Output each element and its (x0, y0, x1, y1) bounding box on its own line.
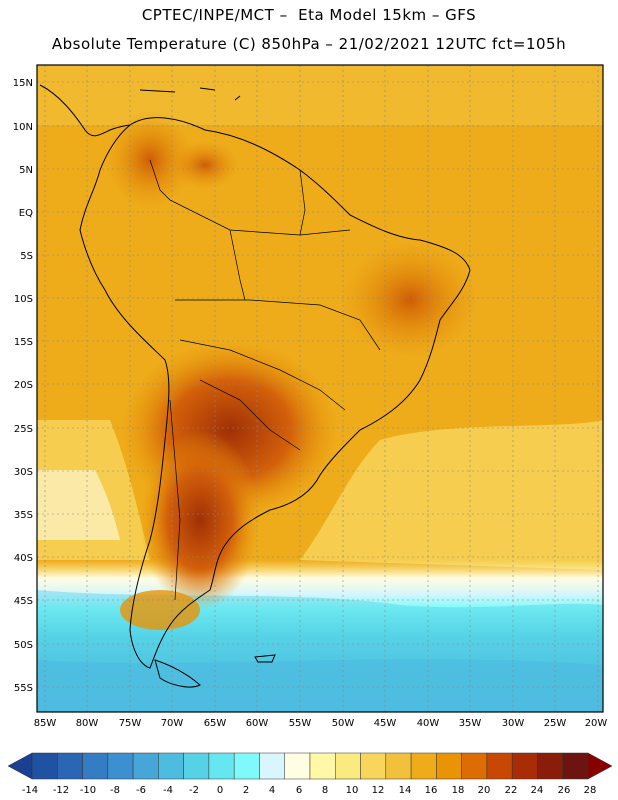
colorbar-swatch (486, 752, 513, 780)
colorbar-swatch (309, 752, 336, 780)
lon-label: 25W (544, 718, 567, 729)
colorbar-label: 2 (243, 785, 249, 796)
colorbar-label: 16 (425, 785, 438, 796)
colorbar-swatch (461, 752, 488, 780)
colorbar-swatch (537, 752, 563, 780)
lat-label: 35S (14, 510, 33, 521)
caribbean-islands (139, 87, 241, 101)
colorbar-under-triangle (7, 752, 33, 780)
lon-label: 85W (34, 718, 57, 729)
colorbar-swatch (132, 752, 159, 780)
longitude-axis: 85W 80W 75W 70W 65W 60W 55W 50W 45W 40W … (34, 718, 608, 729)
latitude-axis: 15N 10N 5N EQ 5S 10S 15S 20S 25S 30S 35S… (13, 78, 33, 694)
country-borders (149, 159, 381, 601)
colorbar-label: -14 (22, 785, 38, 796)
colorbar-swatches (7, 752, 613, 780)
lat-label: 20S (14, 380, 33, 391)
lat-label: 5S (20, 251, 33, 262)
colorbar-swatch (183, 752, 210, 780)
colorbar-label: 0 (217, 785, 223, 796)
colorbar-label: 24 (531, 785, 544, 796)
lon-label: 75W (119, 718, 142, 729)
lat-label: 55S (14, 683, 33, 694)
lon-label: 30W (502, 718, 525, 729)
lon-label: 80W (76, 718, 99, 729)
colorbar-label: -12 (53, 785, 69, 796)
graticule (37, 65, 603, 712)
colorbar-swatch (511, 752, 538, 780)
colorbar-over-triangle (587, 752, 613, 780)
lat-label: 40S (14, 553, 33, 564)
colorbar-label: 14 (399, 785, 412, 796)
colorbar-swatch (436, 752, 462, 780)
colorbar-swatch (335, 752, 361, 780)
lat-label: EQ (19, 208, 33, 219)
lon-label: 35W (459, 718, 482, 729)
lon-label: 20W (585, 718, 608, 729)
colorbar-swatch (82, 752, 109, 780)
colorbar-label: 8 (322, 785, 328, 796)
map-title-line1: CPTEC/INPE/MCT – Eta Model 15km – GFS (141, 6, 477, 24)
colorbar-label: 4 (269, 785, 275, 796)
lat-label: 10S (14, 294, 33, 305)
colorbar-label: -8 (110, 785, 120, 796)
central-america-coast (39, 84, 131, 137)
tierra-del-fuego (154, 659, 201, 688)
lat-label: 45S (14, 596, 33, 607)
colorbar-swatch (158, 752, 184, 780)
map-frame (36, 64, 604, 713)
colorbar-legend: -14 -12 -10 -8 -6 -4 -2 0 2 4 6 8 10 12 … (7, 752, 613, 796)
colorbar-label: 18 (452, 785, 465, 796)
south-america-coast (79, 117, 471, 669)
colorbar-swatch (410, 752, 437, 780)
lon-label: 45W (374, 718, 397, 729)
colorbar-label: -2 (189, 785, 199, 796)
lon-label: 50W (332, 718, 355, 729)
colorbar-label: 6 (296, 785, 302, 796)
lon-label: 65W (204, 718, 227, 729)
coastlines (39, 84, 471, 688)
lat-label: 50S (14, 640, 33, 651)
colorbar-label: 26 (558, 785, 571, 796)
lat-label: 15N (13, 78, 33, 89)
colorbar-swatch (107, 752, 134, 780)
falklands (254, 654, 276, 663)
lon-label: 70W (161, 718, 184, 729)
lon-label: 60W (246, 718, 269, 729)
colorbar-label: 20 (478, 785, 491, 796)
lat-label: 10N (13, 122, 33, 133)
map-shading (37, 65, 603, 712)
colorbar-swatch (284, 752, 311, 780)
colorbar-label: -4 (163, 785, 173, 796)
colorbar-swatch (562, 752, 589, 780)
lat-label: 15S (14, 337, 33, 348)
colorbar-swatch (385, 752, 412, 780)
lat-label: 5N (19, 165, 33, 176)
colorbar-swatch (259, 752, 285, 780)
colorbar-labels: -14 -12 -10 -8 -6 -4 -2 0 2 4 6 8 10 12 … (22, 785, 597, 796)
colorbar-label: -10 (80, 785, 96, 796)
lon-label: 40W (417, 718, 440, 729)
map-title-line2: Absolute Temperature (C) 850hPa – 21/02/… (51, 35, 567, 53)
colorbar-swatch (57, 752, 83, 780)
lat-label: 25S (14, 424, 33, 435)
temperature-map: 15N 10N 5N EQ 5S 10S 15S 20S 25S 30S 35S… (13, 64, 608, 729)
colorbar-label: 12 (372, 785, 385, 796)
colorbar-label: 10 (346, 785, 359, 796)
colorbar-swatch (208, 752, 235, 780)
colorbar-swatch (233, 752, 260, 780)
colorbar-swatch (31, 752, 58, 780)
colorbar-swatch (360, 752, 387, 780)
colorbar-label: 28 (584, 785, 597, 796)
colorbar-label: 22 (505, 785, 518, 796)
lat-label: 30S (14, 467, 33, 478)
lon-label: 55W (289, 718, 312, 729)
colorbar-label: -6 (136, 785, 146, 796)
